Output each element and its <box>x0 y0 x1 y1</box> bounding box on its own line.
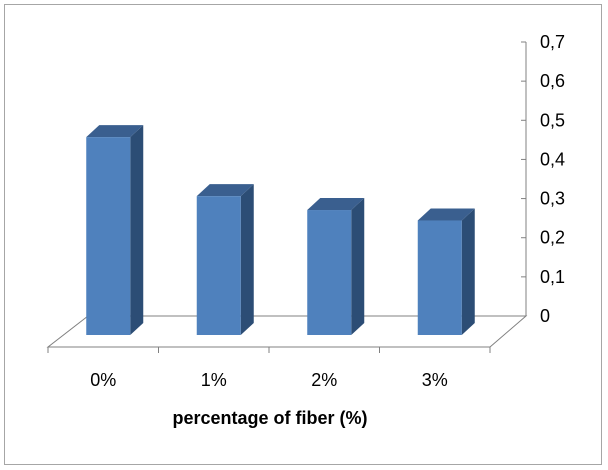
y-tick-label: 0,2 <box>540 228 565 248</box>
bar-front-face <box>307 210 352 335</box>
y-axis: 0 0,1 0,2 0,3 0,4 0,5 0,6 0,7 <box>521 32 565 326</box>
bar-side-face <box>461 208 475 335</box>
bar-1% <box>196 184 254 335</box>
bar-front-face <box>417 220 462 335</box>
y-tick-label: 0,4 <box>540 149 565 169</box>
bar-3% <box>417 208 475 335</box>
y-tick-label: 0,3 <box>540 189 565 209</box>
bar-front-face <box>196 196 241 335</box>
bar-0% <box>86 125 144 335</box>
x-tick-label: 2% <box>311 370 337 390</box>
bar-top-face <box>417 208 475 221</box>
bars-group <box>86 125 475 335</box>
x-tick-label: 0% <box>90 370 116 390</box>
y-tick-label: 0,7 <box>540 32 565 52</box>
x-tick-label: 3% <box>422 370 448 390</box>
x-axis: 0% 1% 2% 3% <box>47 347 491 390</box>
bar-side-face <box>130 125 144 335</box>
x-axis-title: percentage of fiber (%) <box>172 408 367 428</box>
y-tick-label: 0,1 <box>540 267 565 287</box>
bar-side-face <box>351 198 365 335</box>
bar-2% <box>307 198 365 335</box>
bar-front-face <box>86 137 131 335</box>
bar-top-face <box>86 125 144 138</box>
bar-top-face <box>196 184 254 197</box>
y-tick-label: 0 <box>540 306 550 326</box>
y-tick-label: 0,5 <box>540 110 565 130</box>
bar-top-face <box>307 198 365 211</box>
x-tick-label: 1% <box>201 370 227 390</box>
y-tick-label: 0,6 <box>540 71 565 91</box>
bar-side-face <box>240 184 254 335</box>
